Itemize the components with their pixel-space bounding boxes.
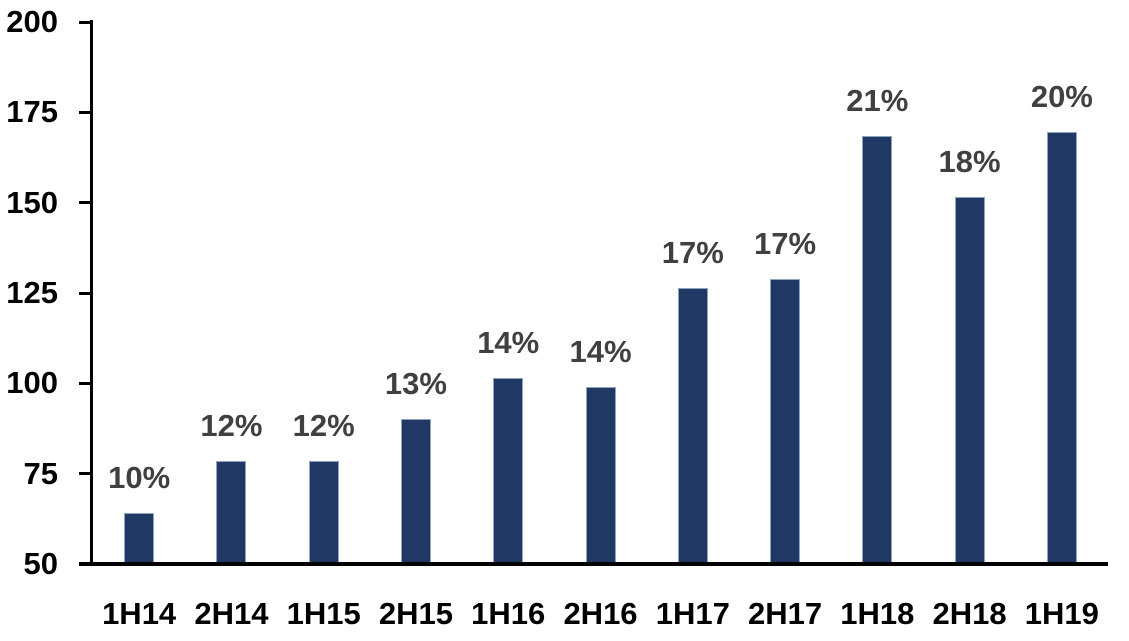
bar-value-label: 13% bbox=[384, 366, 447, 402]
bar-value-label: 18% bbox=[938, 144, 1001, 180]
bar-value-label: 14% bbox=[569, 333, 632, 369]
bar-value-label: 10% bbox=[108, 460, 171, 496]
bar-value-label: 20% bbox=[1030, 79, 1093, 115]
y-axis-tick-label: 50 bbox=[23, 546, 58, 581]
x-axis-label: 2H16 bbox=[563, 596, 638, 631]
bar-value-label: 17% bbox=[661, 234, 724, 270]
x-axis-label: 1H19 bbox=[1024, 596, 1099, 631]
y-axis-tick-label: 100 bbox=[6, 365, 58, 400]
bar-value-label: 21% bbox=[846, 82, 909, 118]
bar-value-label: 12% bbox=[292, 408, 355, 444]
y-axis-tick bbox=[79, 472, 93, 475]
y-axis-tick bbox=[79, 21, 93, 24]
x-axis-label: 1H15 bbox=[286, 596, 361, 631]
bar bbox=[400, 419, 431, 566]
y-axis-tick-label: 175 bbox=[6, 94, 58, 129]
x-axis-label: 2H17 bbox=[747, 596, 823, 631]
x-axis-label: 2H14 bbox=[194, 596, 269, 631]
x-axis-line bbox=[79, 562, 1108, 566]
bar bbox=[954, 197, 985, 566]
bar bbox=[770, 278, 801, 566]
x-axis-label: 2H18 bbox=[932, 596, 1007, 631]
y-axis-tick-label: 75 bbox=[23, 456, 58, 491]
y-axis-line bbox=[90, 20, 93, 566]
bar bbox=[1046, 132, 1077, 566]
x-axis-label: 1H16 bbox=[471, 596, 546, 631]
bar bbox=[216, 461, 247, 566]
bar-value-label: 14% bbox=[477, 324, 540, 360]
x-axis-label: 1H18 bbox=[840, 596, 915, 631]
bar bbox=[677, 287, 708, 566]
x-axis-label: 1H17 bbox=[655, 596, 730, 631]
x-axis-label: 1H14 bbox=[102, 596, 177, 631]
x-axis-label: 2H15 bbox=[378, 596, 453, 631]
y-axis-tick bbox=[79, 292, 93, 295]
bar bbox=[493, 377, 524, 566]
y-axis-tick-label: 125 bbox=[6, 275, 58, 310]
y-axis-tick bbox=[79, 111, 93, 114]
y-axis-tick bbox=[79, 201, 93, 204]
bar bbox=[308, 461, 339, 566]
bar-value-label: 17% bbox=[754, 225, 817, 261]
y-axis-tick bbox=[79, 382, 93, 385]
bar bbox=[124, 513, 155, 566]
bar-value-label: 12% bbox=[200, 408, 263, 444]
y-axis-tick-label: 200 bbox=[6, 4, 58, 39]
y-axis-tick-label: 150 bbox=[6, 185, 58, 220]
bar bbox=[585, 386, 616, 566]
bar bbox=[862, 135, 893, 566]
